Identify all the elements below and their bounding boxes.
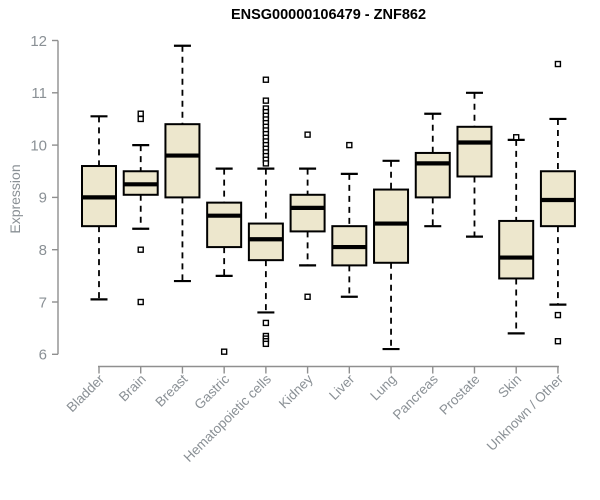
outlier-point <box>137 298 144 306</box>
box-group-kidney <box>289 131 326 300</box>
outlier-point <box>304 131 311 138</box>
iqr-box <box>414 151 451 199</box>
outlier-point <box>346 141 353 149</box>
x-tick-label-11: Unknown / Other <box>484 371 567 454</box>
y-axis-title: Expression <box>7 164 23 234</box>
y-tick-label-9: 9 <box>39 190 47 207</box>
iqr-box <box>164 123 201 199</box>
outlier-point <box>304 293 311 300</box>
iqr-box <box>289 193 326 233</box>
outlier-point <box>262 340 270 348</box>
box-group-prostate <box>456 91 493 238</box>
outlier-point <box>262 97 270 104</box>
outlier-point <box>262 319 270 327</box>
box-group-unknown-other <box>539 60 576 345</box>
box-group-bladder <box>81 115 117 301</box>
x-tick-label-8: Pancreas <box>390 371 441 422</box>
x-tick-label-7: Lung <box>367 372 399 404</box>
outlier-point <box>513 134 520 141</box>
box-group-hematopoietic-cells <box>247 76 284 348</box>
x-tick-label-2: Breast <box>152 371 190 409</box>
chart-title: ENSG00000106479 - ZNF862 <box>230 7 427 23</box>
outlier-point <box>220 348 228 355</box>
x-tick-label-9: Prostate <box>436 372 482 418</box>
outlier-point <box>554 311 562 319</box>
y-tick-label-6: 6 <box>39 347 47 364</box>
box-group-lung <box>373 159 410 351</box>
y-tick-label-10: 10 <box>30 137 47 154</box>
y-tick-label-7: 7 <box>39 294 47 311</box>
y-tick-label-11: 11 <box>31 85 47 102</box>
iqr-box <box>206 201 243 249</box>
outlier-point <box>554 338 562 345</box>
iqr-box <box>498 219 535 280</box>
iqr-box <box>247 222 284 262</box>
x-tick-label-3: Gastric <box>191 371 232 412</box>
outlier-point <box>262 160 270 167</box>
outlier-point <box>554 60 562 68</box>
x-tick-label-1: Brain <box>116 372 149 405</box>
outlier-point <box>262 76 270 83</box>
box-group-liver <box>331 141 368 298</box>
outlier-point <box>137 246 144 253</box>
iqr-box <box>373 188 410 264</box>
box-group-brain <box>122 110 159 306</box>
x-tick-label-6: Liver <box>326 371 358 403</box>
outlier-point <box>137 115 144 123</box>
box-group-breast <box>164 44 201 283</box>
iqr-box <box>456 125 493 178</box>
box-group-skin <box>498 134 535 335</box>
box-group-pancreas <box>414 112 451 228</box>
x-tick-label-5: Kidney <box>276 371 316 411</box>
box-group-gastric <box>206 167 243 355</box>
x-tick-label-0: Bladder <box>64 371 108 415</box>
y-tick-label-12: 12 <box>30 33 47 50</box>
y-tick-label-8: 8 <box>39 242 47 259</box>
x-tick-label-10: Skin <box>495 372 524 401</box>
outlier-point <box>137 110 144 117</box>
